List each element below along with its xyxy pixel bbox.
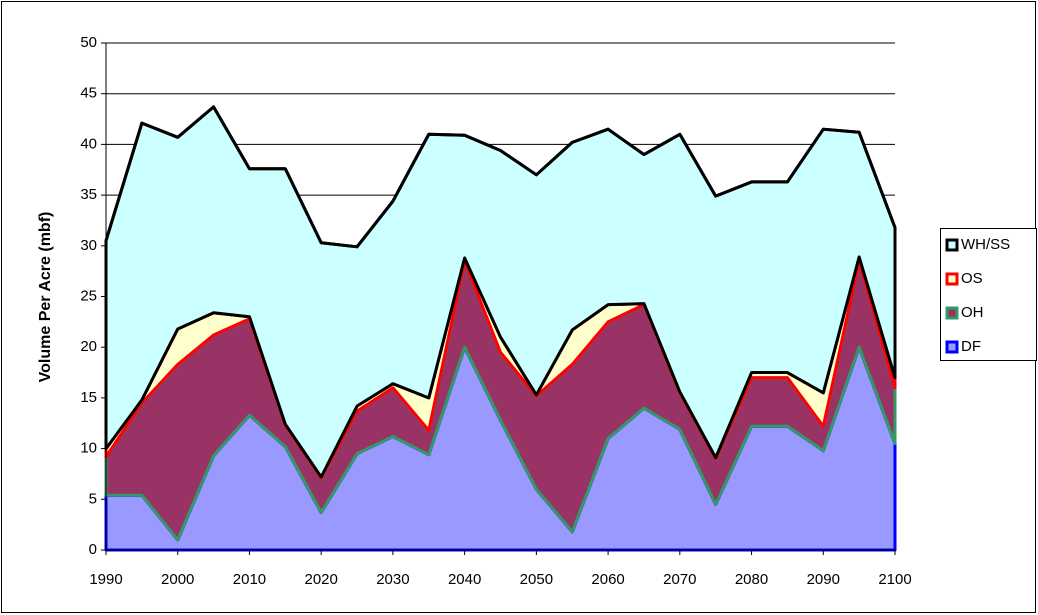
y-tick-label: 45 xyxy=(80,85,97,102)
legend-label: OS xyxy=(961,270,983,287)
legend-swatch xyxy=(945,340,959,354)
x-tick-label: 1990 xyxy=(89,571,122,588)
y-tick-label: 5 xyxy=(89,490,97,507)
y-tick-label: 25 xyxy=(80,287,97,304)
legend-swatch xyxy=(945,272,959,286)
y-tick-label: 30 xyxy=(80,237,97,254)
legend-entries: WH/SS OS OH DF xyxy=(945,236,1010,355)
y-tick-label: 20 xyxy=(80,338,97,355)
x-tick-label: 2040 xyxy=(448,571,481,588)
legend-swatch xyxy=(945,238,959,252)
y-tick-label: 15 xyxy=(80,389,97,406)
x-tick-label: 2030 xyxy=(376,571,409,588)
x-tick-label: 2010 xyxy=(233,571,266,588)
x-tick-label: 2050 xyxy=(520,571,553,588)
y-tick-label: 0 xyxy=(89,541,97,558)
x-tick-label: 2020 xyxy=(304,571,337,588)
legend-label: DF xyxy=(961,338,981,355)
x-tick-label: 2070 xyxy=(663,571,696,588)
y-tick-label: 35 xyxy=(80,186,97,203)
y-tick-label: 50 xyxy=(80,34,97,51)
y-tick-label: 40 xyxy=(80,135,97,152)
y-tick-label: 10 xyxy=(80,440,97,457)
x-tick-label: 2060 xyxy=(591,571,624,588)
x-tick-label: 2100 xyxy=(878,571,911,588)
x-tick-label: 2090 xyxy=(807,571,840,588)
area-edge xyxy=(104,105,897,249)
x-tick-label: 2080 xyxy=(735,571,768,588)
legend-label: OH xyxy=(961,304,984,321)
plot-area: 0 5 10 15 20 25 30 35 40 45 50 1990 2000 2010 2020 2030… xyxy=(80,34,911,588)
y-axis-label: Volume Per Acre (mbf) xyxy=(37,212,54,383)
legend-label: WH/SS xyxy=(961,236,1010,253)
x-tick-label: 2000 xyxy=(161,571,194,588)
legend-swatch xyxy=(945,306,959,320)
